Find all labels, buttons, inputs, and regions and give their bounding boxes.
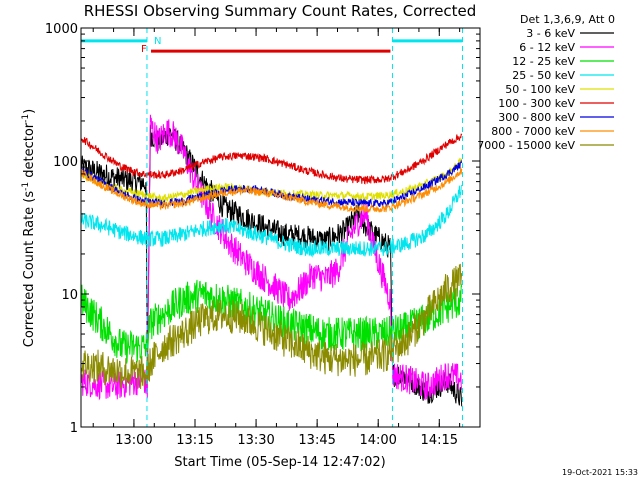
x-axis-label: Start Time (05-Sep-14 12:47:02) (174, 455, 385, 470)
x-tick-label-1: 13:00 (115, 433, 152, 448)
legend-label-5: 50 - 100 keV (505, 83, 575, 96)
x-tick-label-4: 13:45 (298, 433, 335, 448)
legend-label-6: 100 - 300 keV (498, 97, 575, 110)
series-line-4 (81, 184, 463, 258)
legend-label-4: 25 - 50 keV (512, 69, 575, 82)
legend-label-9: 7000 - 15000 keV (477, 139, 575, 152)
flag-label-n: N (154, 36, 161, 47)
y-label-sup-2: -1 (21, 114, 31, 123)
y-label-part-1: Corrected Count Rate (s (22, 191, 37, 348)
y-tick-label-2: 10 (61, 288, 78, 303)
flag-label-f: F (141, 44, 147, 55)
x-tick-label-2: 13:15 (176, 433, 213, 448)
legend-label-8: 800 - 7000 keV (491, 125, 575, 138)
y-label-part-2: detector (22, 122, 37, 182)
series-line-3 (81, 279, 463, 364)
y-tick-label-3: 100 (53, 155, 78, 170)
observing-flags (81, 39, 463, 53)
legend-label-7: 300 - 800 keV (498, 111, 575, 124)
y-label-sup-1: -1 (21, 182, 31, 191)
x-tick-label-3: 13:30 (237, 433, 274, 448)
plot-frame (80, 27, 481, 428)
chart-title: RHESSI Observing Summary Count Rates, Co… (84, 2, 477, 20)
y-tick-label-1: 1 (70, 421, 78, 436)
y-label-part-3: ) (22, 109, 37, 114)
legend-title: Det 1,3,6,9, Att 0 (520, 13, 615, 26)
legend-label-1: 3 - 6 keV (526, 27, 575, 40)
series-line-1 (81, 123, 463, 407)
series-line-2 (81, 114, 463, 401)
series-line-9 (81, 263, 463, 390)
series-line-8 (81, 167, 463, 214)
legend-label-3: 12 - 25 keV (512, 55, 575, 68)
y-tick-label-4: 1000 (45, 22, 78, 37)
axis-ticks: 13:00 13:15 13:30 13:45 14:00 14:15 1 10 100 1000 (45, 22, 481, 448)
timestamp: 19-Oct-2021 15:33 (562, 468, 638, 477)
series-line-6 (81, 133, 463, 185)
data-traces (81, 114, 463, 407)
legend-label-2: 6 - 12 keV (519, 41, 575, 54)
y-axis-label: Corrected Count Rate (s-1 detector-1) (21, 109, 37, 347)
data-gap-lines (146, 28, 463, 427)
x-tick-label-6: 14:15 (421, 433, 458, 448)
x-tick-label-5: 14:00 (359, 433, 396, 448)
